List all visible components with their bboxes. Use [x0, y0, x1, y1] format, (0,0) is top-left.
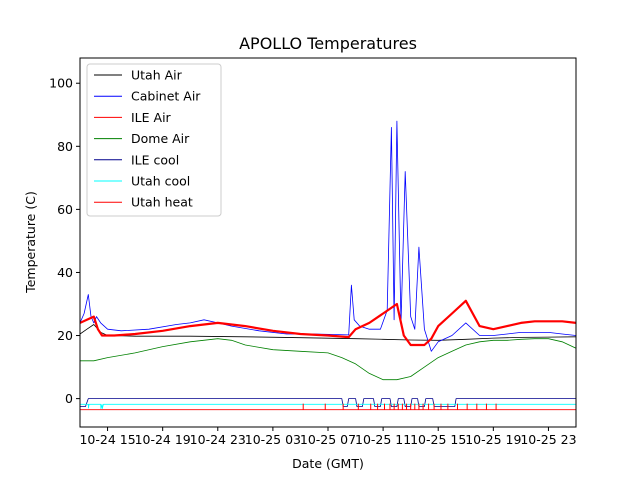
legend-label: Utah heat	[131, 195, 193, 210]
series-line-ile-air	[80, 299, 576, 347]
y-tick-label: 60	[57, 202, 73, 217]
y-tick-label: 20	[57, 328, 73, 343]
plot-frame	[79, 57, 577, 428]
series-line-cabinet-air	[80, 120, 576, 352]
legend-box	[86, 63, 222, 217]
legend: Utah Air Cabinet Air ILE Air Dome Air ILE co…	[86, 63, 222, 217]
legend-label: Cabinet Air	[131, 89, 201, 104]
x-tick-label: 10-25 11	[355, 432, 411, 447]
y-tick-label: 80	[57, 139, 73, 154]
series-line-ile-cool	[80, 398, 576, 407]
legend-label: Utah Air	[131, 68, 183, 83]
series-layer	[80, 120, 576, 411]
x-tick-label: 10-25 23	[520, 432, 576, 447]
series-line-utah-cool	[80, 403, 576, 410]
legend-label: Utah cool	[131, 174, 190, 189]
x-tick-label: 10-24 19	[135, 432, 191, 447]
y-tick-label: 100	[49, 76, 73, 91]
legend-label: ILE cool	[131, 152, 179, 167]
legend-label: Dome Air	[131, 131, 190, 146]
x-tick-label: 10-25 03	[245, 432, 301, 447]
chart-title: APOLLO Temperatures	[239, 34, 417, 53]
x-tick-label: 10-24 23	[190, 432, 246, 447]
x-tick-label: 10-25 15	[410, 432, 466, 447]
legend-label: ILE Air	[131, 110, 172, 125]
y-tick-label: 0	[65, 391, 73, 406]
x-tick-label: 10-25 07	[300, 432, 356, 447]
x-axis-label: Date (GMT)	[292, 456, 364, 471]
y-axis-label: Temperature (C)	[23, 191, 38, 294]
series-line-dome-air	[80, 338, 576, 381]
y-tick-label: 40	[57, 265, 73, 280]
x-tick-label: 10-25 19	[465, 432, 521, 447]
x-tick-label: 10-24 15	[79, 432, 135, 447]
